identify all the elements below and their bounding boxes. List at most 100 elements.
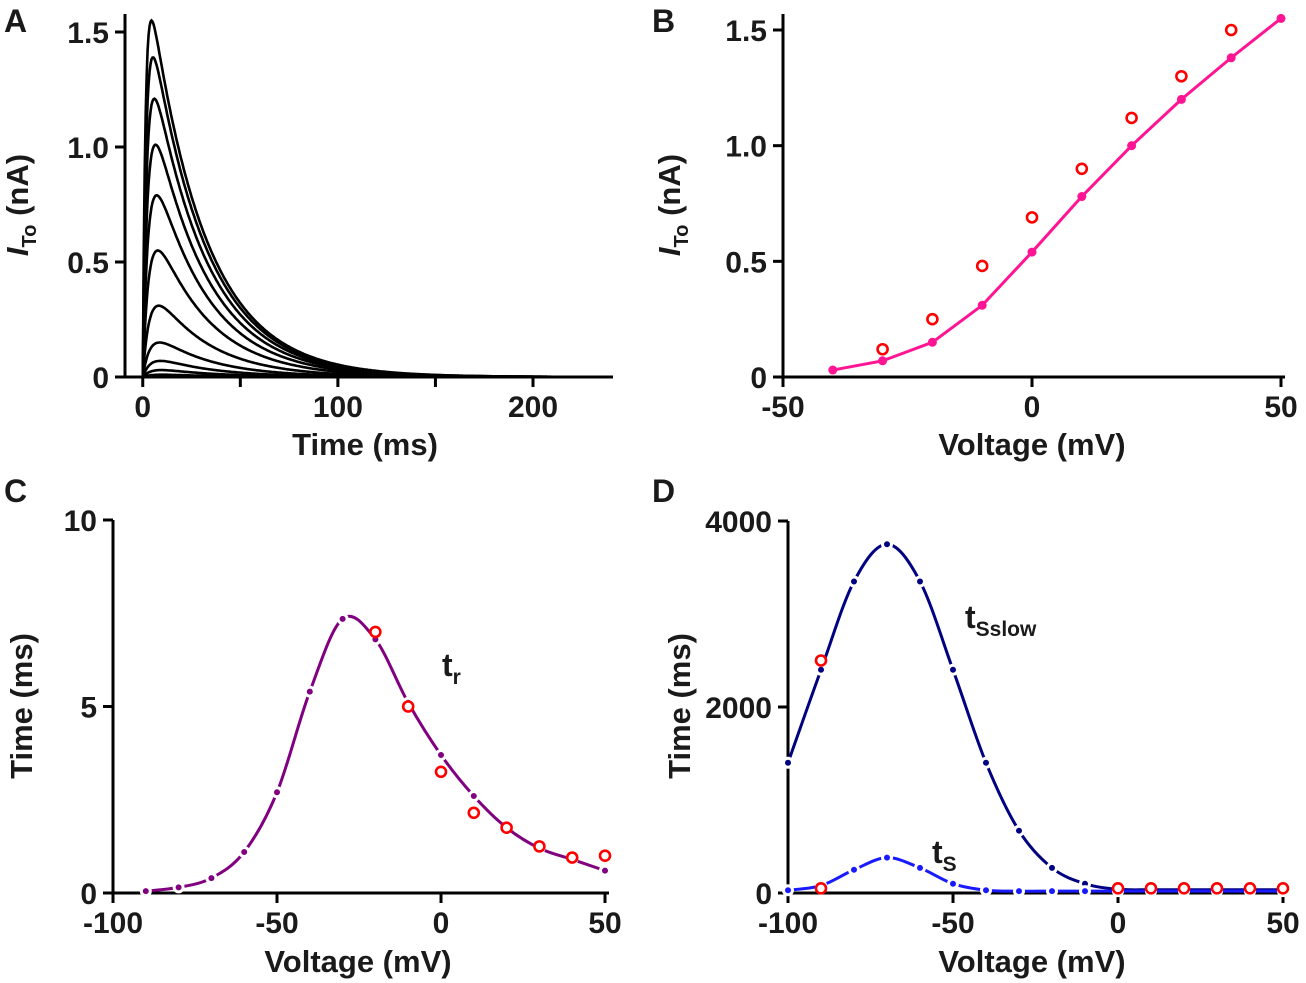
y-label-unit: (nA): [652, 154, 687, 225]
x-tick-label: 0: [1024, 391, 1041, 424]
experiment-point: [1243, 882, 1257, 895]
experiment-point: [500, 821, 513, 835]
x-axis-label: Voltage (mV): [938, 427, 1125, 462]
experiment-point: [369, 625, 382, 639]
y-axis-label: Time (ms): [4, 633, 39, 779]
panel-D: D 0 2000 4000 -100 -50 0 50 Voltage (mV) Time (ms…: [652, 473, 1300, 979]
y-axis-label: ITo (nA): [652, 154, 693, 256]
experiment-point: [401, 700, 415, 713]
model-point: [599, 864, 611, 877]
experiment-point: [814, 882, 828, 895]
model-tau-Sslow-curve: [786, 542, 1283, 892]
experiment-point: [1276, 882, 1290, 895]
experiment-point: [1177, 882, 1191, 895]
model-point: [271, 786, 283, 799]
current-trace: [141, 249, 611, 379]
y-tick-label: 2000: [705, 692, 772, 725]
y-tick-label: 0: [92, 362, 109, 395]
model-tau-S-point: [947, 877, 959, 890]
y-tick-label: 0.5: [67, 247, 109, 280]
model-point: [205, 872, 218, 885]
model-tau-Sslow-point: [947, 663, 959, 676]
model-point: [828, 365, 838, 375]
experiment-point: [1210, 882, 1224, 895]
y-tick-label: 5: [80, 692, 97, 725]
x-tick-label: 200: [508, 391, 558, 424]
y-tick-label: 4000: [705, 506, 772, 539]
model-point: [977, 300, 987, 310]
y-tick-label: 1.5: [67, 17, 109, 50]
model-point: [467, 790, 480, 803]
y-tick-label: 1.0: [725, 131, 767, 164]
model-point: [172, 881, 185, 894]
y-tick-label: 0.5: [725, 246, 767, 279]
panel-label: D: [652, 473, 675, 509]
model-point: [1027, 247, 1037, 257]
x-tick-label: 0: [134, 391, 151, 424]
model-point: [238, 845, 251, 858]
x-tick-label: 0: [433, 907, 450, 940]
model-tau-S-curve: [787, 856, 1283, 893]
experiment-point: [565, 851, 579, 864]
annotation-sub: r: [453, 666, 461, 689]
model-tau-S-point: [881, 851, 893, 864]
x-axis-label: Time (ms): [292, 427, 438, 462]
y-axis-label: Time (ms): [662, 633, 697, 779]
model-point: [1127, 141, 1137, 151]
model-tau-Sslow-point: [914, 575, 926, 588]
panel-C: C 0 5 10 -100 -50 0 50 Voltage (mV) Time (ms) tr: [4, 473, 622, 979]
current-trace: [141, 97, 611, 379]
annotation-main: t: [965, 599, 976, 635]
y-tick-label: 1.0: [67, 132, 109, 165]
experiment-point: [467, 806, 481, 820]
model-tau-Sslow-point: [980, 756, 992, 769]
experiment-point: [1224, 23, 1238, 37]
model-point: [1226, 53, 1236, 63]
experiment-point: [598, 849, 612, 863]
annotation-main: t: [442, 647, 453, 683]
x-tick-label: 50: [588, 907, 621, 940]
y-axis-label: ITo (nA): [0, 154, 41, 256]
model-tau-Sslow-point: [848, 575, 860, 588]
experiment-point: [1144, 882, 1158, 895]
model-point: [303, 685, 316, 698]
model-point: [1077, 192, 1087, 202]
model-point: [336, 612, 349, 625]
model-tau-S-point: [1013, 885, 1025, 898]
model-point: [1276, 13, 1286, 23]
current-trace: [142, 373, 611, 379]
experiment-point: [876, 342, 889, 356]
y-tick-label: 0: [755, 878, 772, 911]
x-tick-label: 0: [1110, 907, 1127, 940]
current-trace: [141, 56, 611, 379]
y-label-unit: (nA): [0, 154, 35, 225]
y-tick-label: 0: [80, 878, 97, 911]
annotation: tr: [442, 647, 461, 689]
y-label-main: I: [0, 246, 35, 256]
x-tick-label: -100: [758, 907, 818, 940]
model-point: [927, 337, 937, 347]
model-tau-Sslow-point: [1013, 824, 1025, 837]
y-tick-label: 1.5: [725, 15, 767, 48]
x-tick-label: 50: [1266, 907, 1299, 940]
model-tau-S-point: [1046, 885, 1058, 898]
experiment-point: [1125, 111, 1138, 125]
y-tick-label: 0: [750, 362, 767, 395]
annotation: tSslow: [965, 599, 1037, 641]
annotation-sub: Sslow: [976, 618, 1037, 641]
panel-label: A: [4, 3, 27, 39]
model-tau-S-point: [980, 884, 992, 897]
experiment-point: [1111, 882, 1125, 895]
x-tick-label: -100: [83, 907, 143, 940]
model-tau-S-point: [1079, 885, 1091, 898]
model-tau-S-point: [782, 884, 794, 897]
annotation: tS: [932, 834, 957, 876]
x-tick-label: -50: [255, 907, 298, 940]
model-tau-S-point: [914, 861, 926, 874]
y-tick-label: 10: [64, 505, 97, 538]
model-curve: [832, 17, 1282, 372]
y-label-sub: To: [19, 225, 41, 248]
y-label-sub: To: [671, 225, 693, 248]
